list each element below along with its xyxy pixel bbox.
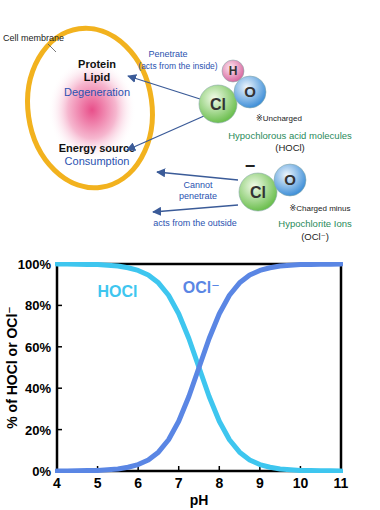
x-tick-label: 9 [256, 475, 264, 491]
molecule-name: Hypochlorite Ions [278, 218, 352, 229]
y-tick [57, 346, 62, 348]
y-axis-label: % of HOCl or OCl⁻ [4, 306, 20, 429]
y-tick [57, 305, 62, 307]
arrow-label: acts from the outside [153, 218, 237, 228]
chart: 0% 20% 40% 60% 80% 100% 4 5 6 7 8 9 10 11 pH % of HOCl … [4, 257, 349, 508]
x-tick [178, 466, 180, 471]
effect-label: Consumption [65, 155, 130, 167]
leader-line [48, 44, 56, 52]
x-tick-label: 10 [293, 475, 309, 491]
series-label: HOCl [98, 283, 138, 300]
charge-note: ※Uncharged [256, 114, 302, 123]
atom-label: H [229, 64, 238, 78]
arrow-label: penetrate [179, 191, 217, 201]
figure: Cell membrane ProteinLipid Degeneration Ene… [0, 0, 380, 510]
series-label: OCl⁻ [183, 279, 220, 296]
series-line [57, 264, 341, 471]
arrow-label: Penetrate [148, 49, 187, 59]
arrow-label: Cannot [183, 180, 213, 190]
component-label: Lipid [84, 71, 110, 83]
molecule-name: Hypochlorous acid molecules [228, 130, 352, 141]
component-label: Energy source [59, 142, 135, 154]
y-tick-label: 0% [32, 464, 51, 479]
x-tick [219, 466, 221, 471]
cell-membrane [17, 20, 162, 196]
effect-label: Degeneration [64, 86, 130, 98]
charge-note: ※Charged minus [290, 204, 351, 213]
y-tick [57, 429, 62, 431]
arrow [153, 205, 238, 212]
y-tick-label: 80% [25, 298, 51, 313]
cell-label: Cell membrane [3, 33, 64, 43]
x-axis-label: pH [190, 492, 209, 508]
atom-label: Cl [250, 184, 266, 201]
diagram: Cell membrane ProteinLipid Degeneration Ene… [3, 20, 352, 242]
series-line [57, 264, 341, 471]
atom-label: O [244, 83, 256, 100]
y-tick-label: 20% [25, 423, 51, 438]
cell-interior [48, 58, 136, 162]
x-tick-label: 4 [53, 475, 61, 491]
atom [239, 173, 277, 211]
y-tick [57, 387, 62, 389]
charge-sign: − [245, 156, 256, 176]
arrow [127, 116, 204, 150]
atom [199, 85, 237, 123]
y-tick-label: 40% [25, 381, 51, 396]
molecule-formula: (HOCl) [275, 142, 305, 153]
arrow [157, 172, 238, 180]
x-tick-label: 7 [175, 475, 183, 491]
arrow-label: (acts from the inside) [138, 61, 218, 71]
y-tick-label: 100% [18, 257, 52, 272]
x-tick-label: 6 [134, 475, 142, 491]
atom-label: O [284, 171, 296, 188]
x-tick-label: 5 [94, 475, 102, 491]
component-label: Protein [78, 58, 116, 70]
atom-label: Cl [210, 96, 226, 113]
atom [274, 164, 306, 196]
x-tick-label: 11 [334, 475, 349, 491]
x-tick-label: 8 [215, 475, 223, 491]
molecule-formula: (OCl⁻) [301, 231, 329, 242]
atom [234, 76, 266, 108]
series-group [57, 264, 341, 471]
y-tick-label: 60% [25, 340, 51, 355]
arrow [128, 76, 200, 99]
plot-frame [57, 264, 341, 471]
